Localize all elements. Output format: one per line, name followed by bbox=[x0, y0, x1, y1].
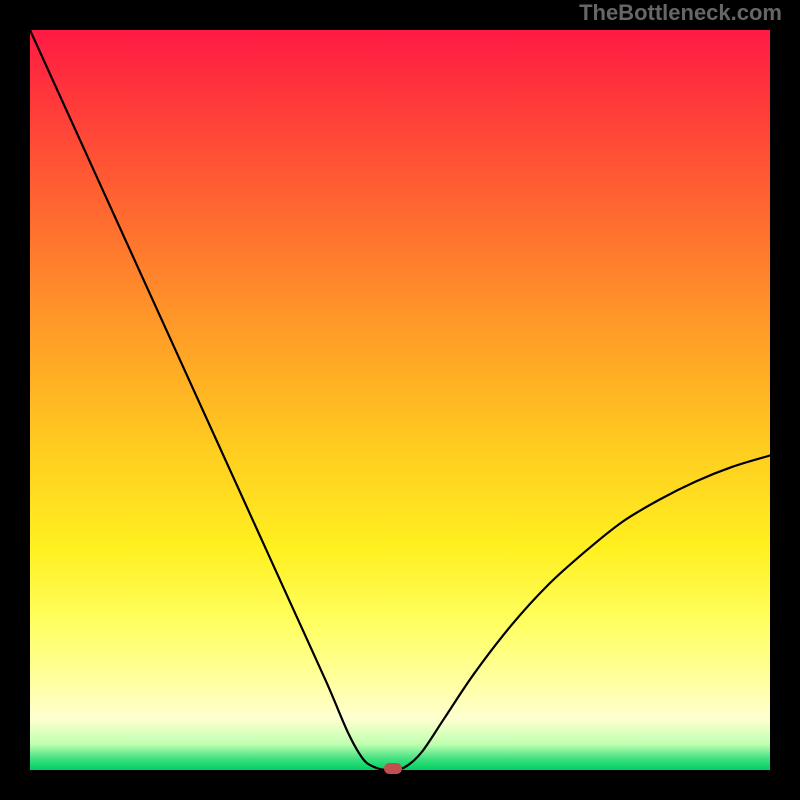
optimal-marker bbox=[384, 763, 402, 774]
watermark-text: TheBottleneck.com bbox=[579, 0, 782, 26]
plot-area bbox=[30, 30, 770, 770]
gradient-background bbox=[30, 30, 770, 770]
plot-svg bbox=[30, 30, 770, 770]
